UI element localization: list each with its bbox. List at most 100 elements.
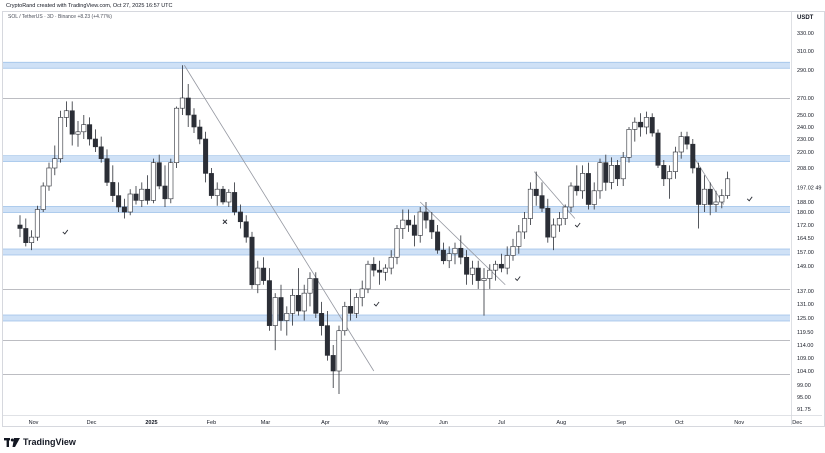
candle-down xyxy=(533,188,539,196)
candle-up xyxy=(150,162,156,201)
candle-up xyxy=(382,267,388,273)
trend-line xyxy=(183,65,375,372)
candle-down xyxy=(324,325,330,356)
candle-up xyxy=(63,110,69,118)
candle-up xyxy=(591,190,597,205)
candle-down xyxy=(574,185,580,192)
check-mark-icon xyxy=(62,229,69,235)
y-tick-label: 330.00 xyxy=(797,31,814,37)
candle-up xyxy=(719,195,725,203)
candle-down xyxy=(162,185,168,200)
candle-down xyxy=(197,126,203,140)
candle-down xyxy=(406,219,412,226)
x-tick-label: Feb xyxy=(207,420,216,426)
candle-up xyxy=(388,256,394,269)
candle-down xyxy=(458,247,464,258)
candle-down xyxy=(585,173,591,205)
candle-up xyxy=(226,192,232,203)
candle-down xyxy=(243,221,249,238)
candle-down xyxy=(87,124,93,140)
x-tick-label: Dec xyxy=(87,420,97,426)
candle-down xyxy=(17,224,23,229)
x-tick-label: 2025 xyxy=(145,420,157,426)
candle-down xyxy=(116,195,122,208)
symbol-name: SOL / TetherUS · 3D · Binance xyxy=(8,14,77,20)
candle-up xyxy=(568,185,574,208)
candle-down xyxy=(475,267,481,281)
candle-down xyxy=(411,224,417,236)
candle-down xyxy=(110,182,116,196)
candle-up xyxy=(52,158,58,169)
y-tick-label: 240.00 xyxy=(797,125,814,131)
y-axis-unit: USDT xyxy=(797,15,814,21)
candle-down xyxy=(649,117,655,134)
candle-up xyxy=(174,107,180,163)
y-tick-label: 131.00 xyxy=(797,302,814,308)
candle-up xyxy=(701,188,707,205)
candle-down xyxy=(133,193,139,201)
current-price-badge xyxy=(793,183,820,192)
candle-up xyxy=(75,131,81,135)
y-tick-label: 310.00 xyxy=(797,49,814,55)
candle-down xyxy=(121,206,127,213)
candle-up xyxy=(620,157,626,180)
check-mark-icon xyxy=(373,301,380,307)
candle-up xyxy=(394,228,400,258)
y-tick-label: 104.00 xyxy=(797,369,814,375)
candle-up xyxy=(504,255,510,269)
candle-up xyxy=(359,288,365,298)
x-tick-label: Nov xyxy=(734,420,744,426)
candle-up xyxy=(469,267,475,275)
candle-down xyxy=(156,162,162,187)
y-tick-label: 149.00 xyxy=(797,264,814,270)
candle-up xyxy=(168,162,174,200)
candle-up xyxy=(667,171,673,180)
y-tick-label: 220.00 xyxy=(797,150,814,156)
check-mark-icon xyxy=(574,222,581,228)
candle-down xyxy=(208,173,214,196)
candle-up xyxy=(481,278,487,281)
candle-down xyxy=(464,256,470,275)
candle-down xyxy=(435,231,441,251)
x-tick-label: Oct xyxy=(675,420,684,426)
candle-down xyxy=(69,110,75,135)
candle-down xyxy=(330,355,336,372)
candle-up xyxy=(713,201,719,205)
candle-up xyxy=(34,209,40,238)
candle-down xyxy=(295,295,301,312)
current-price-label: 197.02 49 xyxy=(797,186,821,192)
candle-up xyxy=(672,151,678,172)
candle-up xyxy=(562,206,568,219)
candle-up xyxy=(446,253,452,262)
candle-up xyxy=(40,185,46,210)
candle-down xyxy=(707,188,713,205)
support-zone xyxy=(3,315,790,321)
y-tick-label: 290.00 xyxy=(797,68,814,74)
y-tick-label: 119.50 xyxy=(797,330,813,336)
candle-up xyxy=(632,121,638,130)
y-tick-label: 125.00 xyxy=(797,316,814,322)
candle-up xyxy=(46,167,52,187)
trend-line xyxy=(533,171,576,219)
candle-down xyxy=(545,207,551,238)
candle-up xyxy=(255,267,261,286)
candle-down xyxy=(423,211,429,221)
candle-up xyxy=(214,188,220,196)
support-zone xyxy=(3,155,790,162)
candle-up xyxy=(626,129,632,158)
candle-down xyxy=(638,121,644,128)
check-mark-icon xyxy=(746,196,753,202)
candle-down xyxy=(220,188,226,203)
candle-down xyxy=(661,165,667,180)
candle-down xyxy=(348,306,354,314)
trend-line xyxy=(694,158,725,205)
x-tick-label: Apr xyxy=(321,420,330,426)
x-tick-label: May xyxy=(378,420,389,426)
y-tick-label: 172.00 xyxy=(797,223,814,229)
symbol-legend: SOL / TetherUS · 3D · Binance +8.23 (+4.… xyxy=(8,14,112,20)
candle-down xyxy=(614,165,620,180)
candle-down xyxy=(429,219,435,233)
candle-up xyxy=(353,297,359,314)
candle-down xyxy=(655,132,661,166)
